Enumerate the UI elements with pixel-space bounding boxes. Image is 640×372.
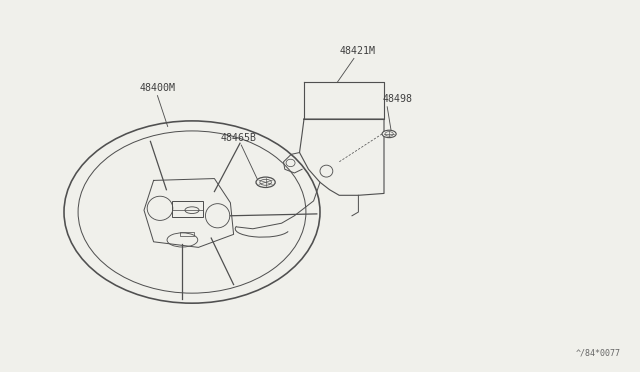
Ellipse shape — [256, 177, 275, 187]
Text: 48421M: 48421M — [339, 46, 375, 56]
Text: 48498: 48498 — [383, 94, 413, 104]
Text: 48465B: 48465B — [221, 133, 257, 143]
Text: ^/84*0077: ^/84*0077 — [576, 348, 621, 357]
Bar — [180, 232, 194, 236]
Text: 48400M: 48400M — [140, 83, 175, 93]
Ellipse shape — [382, 130, 396, 138]
